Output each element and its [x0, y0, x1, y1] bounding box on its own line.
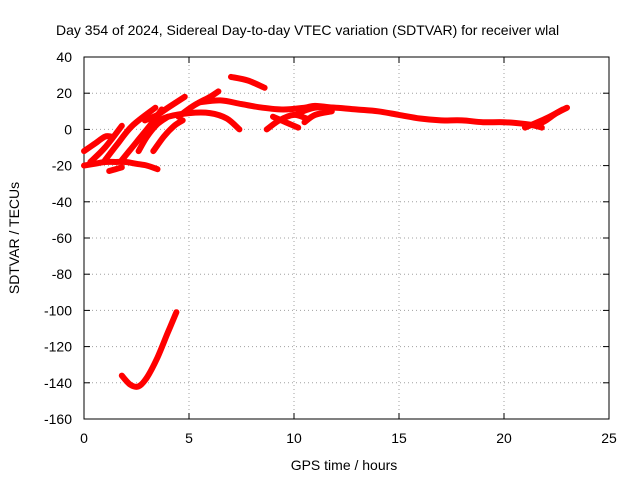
series-arc-5 [102, 104, 159, 164]
series-layer [81, 73, 570, 390]
y-tick-label: -40 [52, 194, 72, 210]
x-tick-label: 10 [286, 430, 302, 446]
y-tick-label: 40 [56, 49, 72, 65]
series-arc-15 [270, 113, 302, 131]
series-arc-8 [150, 117, 186, 155]
x-tick-label: 0 [80, 430, 88, 446]
y-tick-labels: 40 20 0 -20 -40 -60 -80 -100 -120 -140 -160 [44, 49, 72, 427]
x-tick-label: 20 [496, 430, 512, 446]
y-tick-label: -160 [44, 411, 72, 427]
x-tick-label: 25 [601, 430, 617, 446]
series-arc-3 [87, 122, 125, 165]
series-arc-10 [148, 109, 243, 133]
y-tick-label: -20 [52, 158, 72, 174]
y-tick-label: -100 [44, 302, 72, 318]
tick-layer [83, 56, 610, 420]
series-arc-17 [301, 108, 335, 126]
series-arc-1 [81, 133, 115, 155]
y-tick-label: -80 [52, 266, 72, 282]
y-tick-label: 0 [64, 121, 72, 137]
y-tick-label: -60 [52, 230, 72, 246]
series-arc-4 [106, 164, 125, 174]
series-arc-14 [263, 111, 310, 133]
chart-title: Day 354 of 2024, Sidereal Day-to-day VTE… [56, 22, 559, 38]
x-tick-labels: 0 5 10 15 20 25 [80, 430, 617, 446]
series-arc-13 [228, 73, 268, 91]
x-axis-title: GPS time / hours [291, 457, 398, 473]
x-tick-label: 5 [185, 430, 193, 446]
y-tick-label: 20 [56, 85, 72, 101]
series-arc-16 [295, 104, 545, 131]
series-arc-20 [118, 309, 180, 390]
y-tick-label: -120 [44, 339, 72, 355]
series-arc-19 [522, 106, 566, 131]
x-tick-label: 15 [391, 430, 407, 446]
series-arc-9 [141, 93, 188, 124]
y-axis-title: SDTVAR / TECUs [6, 182, 22, 294]
y-tick-label: -140 [44, 375, 72, 391]
